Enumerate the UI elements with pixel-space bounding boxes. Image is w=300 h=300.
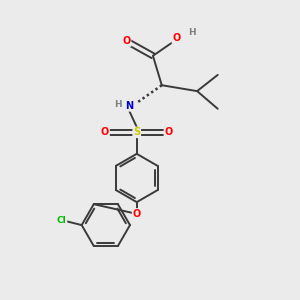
Text: N: N bbox=[125, 101, 134, 111]
Text: O: O bbox=[133, 209, 141, 219]
Text: H: H bbox=[188, 28, 196, 37]
Text: S: S bbox=[133, 127, 140, 137]
Text: O: O bbox=[164, 127, 173, 137]
Text: O: O bbox=[101, 127, 109, 137]
Text: H: H bbox=[114, 100, 122, 109]
Text: Cl: Cl bbox=[57, 216, 67, 225]
Text: O: O bbox=[122, 36, 130, 46]
Text: O: O bbox=[172, 33, 181, 43]
